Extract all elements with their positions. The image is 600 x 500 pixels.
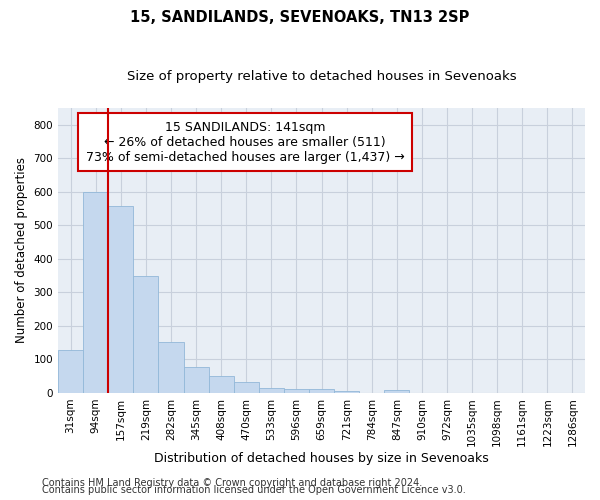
Bar [133,276,158,393]
Text: Contains public sector information licensed under the Open Government Licence v3: Contains public sector information licen… [42,485,466,495]
Bar [58,350,83,393]
Bar [259,388,284,393]
Bar [158,342,184,393]
Title: Size of property relative to detached houses in Sevenoaks: Size of property relative to detached ho… [127,70,517,83]
X-axis label: Distribution of detached houses by size in Sevenoaks: Distribution of detached houses by size … [154,452,489,465]
Bar [83,192,108,393]
Text: 15, SANDILANDS, SEVENOAKS, TN13 2SP: 15, SANDILANDS, SEVENOAKS, TN13 2SP [130,10,470,25]
Text: 15 SANDILANDS: 141sqm
← 26% of detached houses are smaller (511)
73% of semi-det: 15 SANDILANDS: 141sqm ← 26% of detached … [86,120,404,164]
Bar [309,389,334,393]
Bar [209,376,233,393]
Bar [284,389,309,393]
Bar [384,390,409,393]
Text: Contains HM Land Registry data © Crown copyright and database right 2024.: Contains HM Land Registry data © Crown c… [42,478,422,488]
Y-axis label: Number of detached properties: Number of detached properties [15,158,28,344]
Bar [233,382,259,393]
Bar [108,206,133,393]
Bar [184,368,209,393]
Bar [334,391,359,393]
